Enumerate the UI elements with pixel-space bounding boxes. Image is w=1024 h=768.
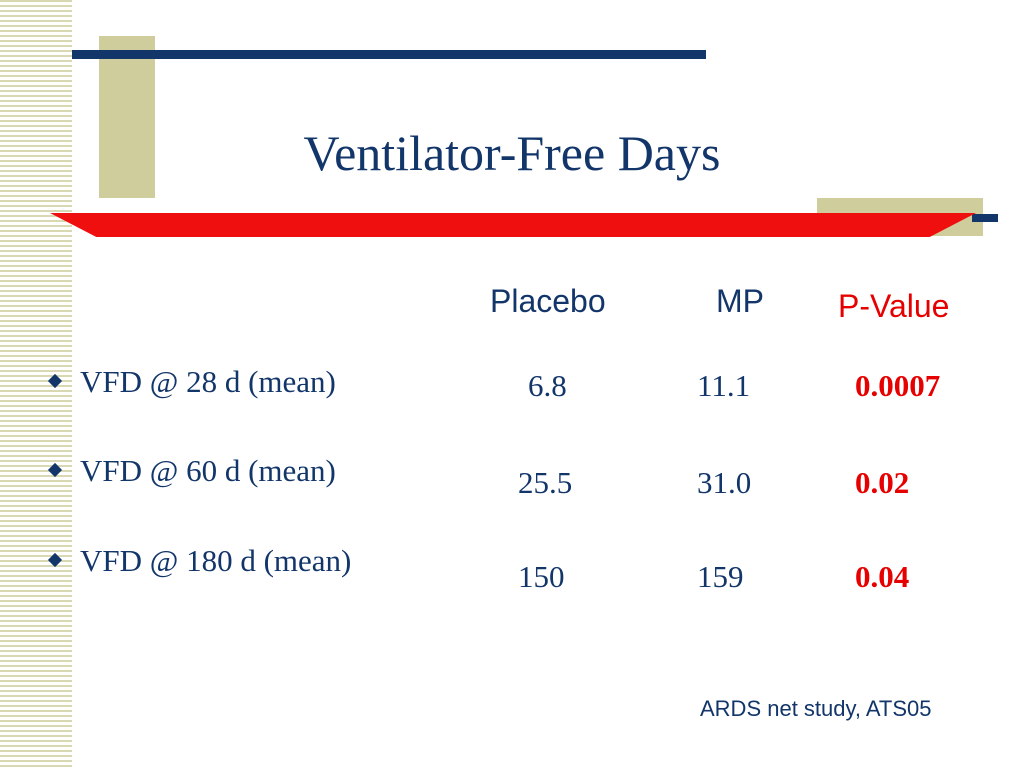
diamond-bullet-icon <box>47 462 63 477</box>
cell-placebo-60d: 25.5 <box>518 465 573 500</box>
navy-bar-decoration-right <box>972 214 998 222</box>
striped-border-decoration <box>0 0 72 768</box>
slide-title: Ventilator-Free Days <box>303 125 721 181</box>
header-mp: MP <box>716 283 764 319</box>
cell-pvalue-180d: 0.04 <box>855 559 910 594</box>
source-footnote: ARDS net study, ATS05 <box>700 696 932 721</box>
cell-mp-28d: 11.1 <box>697 368 751 403</box>
cell-mp-180d: 159 <box>697 559 744 594</box>
tan-block-decoration <box>99 36 155 198</box>
diamond-bullet-icon <box>47 373 63 388</box>
cell-mp-60d: 31.0 <box>697 465 752 500</box>
cell-pvalue-60d: 0.02 <box>855 465 910 500</box>
row-label-180d: VFD @ 180 d (mean) <box>47 543 352 578</box>
row-label-text: VFD @ 180 d (mean) <box>80 543 352 578</box>
cell-pvalue-28d: 0.0007 <box>855 368 941 403</box>
navy-bar-decoration <box>72 50 706 59</box>
header-placebo: Placebo <box>490 283 606 319</box>
diamond-bullet-icon <box>47 552 63 567</box>
row-label-60d: VFD @ 60 d (mean) <box>47 453 336 488</box>
row-label-28d: VFD @ 28 d (mean) <box>47 364 336 399</box>
cell-placebo-28d: 6.8 <box>528 368 567 403</box>
header-pvalue: P-Value <box>838 288 950 324</box>
row-label-text: VFD @ 28 d (mean) <box>80 364 336 399</box>
red-bar-decoration <box>50 213 976 237</box>
row-label-text: VFD @ 60 d (mean) <box>80 453 336 488</box>
cell-placebo-180d: 150 <box>518 559 565 594</box>
